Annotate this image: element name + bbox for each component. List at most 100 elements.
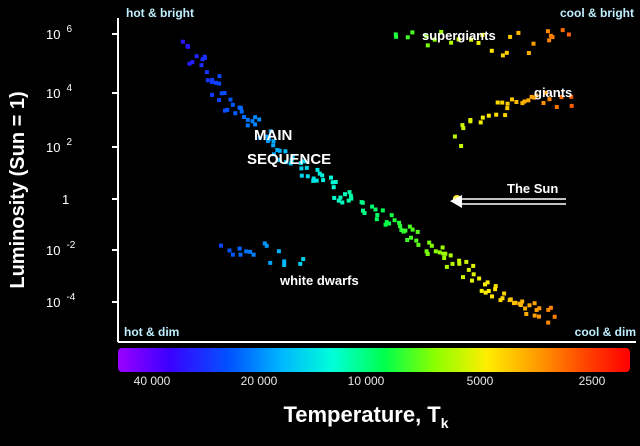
star-point-main-sequence: [398, 224, 403, 229]
star-point-white-dwarfs: [251, 252, 256, 257]
star-point-main-sequence: [479, 288, 484, 293]
star-point-main-sequence: [311, 178, 316, 183]
star-point-main-sequence: [265, 134, 270, 139]
y-tick-label: 10 2: [46, 137, 72, 155]
star-point-main-sequence: [257, 135, 262, 140]
star-point-supergiants: [560, 28, 565, 33]
star-point-main-sequence: [277, 148, 282, 153]
star-point-main-sequence: [298, 161, 303, 165]
star-point-main-sequence: [493, 287, 498, 292]
star-point-main-sequence: [336, 198, 341, 203]
star-point-main-sequence: [450, 261, 455, 266]
star-point-main-sequence: [257, 117, 262, 122]
star-point-main-sequence: [305, 174, 310, 179]
star-point-main-sequence: [205, 78, 210, 83]
star-point-main-sequence: [483, 290, 488, 295]
star-point-main-sequence: [194, 54, 199, 59]
star-point-main-sequence: [317, 171, 322, 176]
star-point-main-sequence: [410, 227, 415, 232]
star-point-main-sequence: [299, 166, 304, 171]
star-point-giants: [494, 112, 499, 117]
star-point-main-sequence: [380, 208, 385, 213]
star-points: [180, 28, 574, 325]
star-point-white-dwarfs: [276, 249, 281, 254]
star-point-main-sequence: [384, 220, 389, 225]
star-point-main-sequence: [311, 176, 316, 181]
star-point-giants: [529, 94, 534, 99]
star-point-main-sequence: [348, 193, 353, 198]
star-point-main-sequence: [470, 278, 474, 283]
star-point-white-dwarfs: [237, 246, 242, 251]
star-point-main-sequence: [190, 60, 195, 65]
star-point-supergiants: [432, 37, 437, 42]
star-point-main-sequence: [333, 180, 338, 184]
star-point-main-sequence: [304, 165, 309, 170]
star-point-main-sequence: [485, 280, 490, 285]
star-point-supergiants: [393, 32, 398, 37]
star-point-main-sequence: [370, 204, 375, 209]
star-point-main-sequence: [242, 115, 247, 119]
star-point-supergiants: [526, 51, 531, 55]
star-point-main-sequence: [513, 300, 518, 305]
star-point-main-sequence: [440, 245, 445, 250]
x-tick-label: 5000: [467, 374, 494, 388]
star-point-main-sequence: [442, 256, 447, 260]
star-point-main-sequence: [433, 249, 438, 254]
star-point-supergiants: [545, 29, 550, 34]
star-point-main-sequence: [185, 43, 190, 48]
star-point-main-sequence: [276, 158, 281, 162]
star-point-main-sequence: [299, 173, 304, 178]
star-point-main-sequence: [210, 77, 215, 82]
star-point-main-sequence: [397, 220, 402, 225]
star-point-giants: [486, 113, 491, 118]
star-point-main-sequence: [444, 264, 449, 269]
star-point-main-sequence: [228, 97, 233, 102]
star-point-supergiants: [449, 40, 454, 45]
star-point-main-sequence: [387, 221, 391, 226]
star-point-main-sequence: [245, 117, 250, 122]
star-point-main-sequence: [424, 249, 429, 254]
star-point-main-sequence: [338, 195, 343, 200]
star-point-supergiants: [405, 35, 410, 40]
star-point-main-sequence: [466, 267, 471, 272]
star-point-main-sequence: [271, 139, 276, 144]
star-point-main-sequence: [508, 297, 513, 302]
star-point-main-sequence: [332, 195, 337, 200]
star-point-main-sequence: [233, 111, 238, 116]
star-point-giants: [569, 94, 574, 99]
star-point-supergiants: [500, 53, 505, 58]
star-point-main-sequence: [457, 258, 462, 263]
star-point-main-sequence: [520, 299, 525, 304]
star-point-main-sequence: [461, 275, 465, 280]
star-point-main-sequence: [225, 107, 230, 112]
star-point-main-sequence: [315, 167, 320, 172]
annotation-main-line1: MAIN: [254, 127, 292, 144]
star-point-main-sequence: [217, 81, 222, 86]
corner-label-hot-bright: hot & bright: [126, 6, 194, 20]
star-point-main-sequence: [253, 122, 258, 127]
star-point-giants: [544, 90, 548, 95]
x-tick-label: 2500: [579, 374, 606, 388]
star-point-white-dwarfs: [282, 263, 287, 267]
star-point-main-sequence: [448, 253, 453, 258]
star-point-supergiants: [424, 34, 429, 39]
star-point-white-dwarfs: [219, 243, 223, 248]
star-point-main-sequence: [537, 314, 541, 319]
star-point-supergiants: [489, 48, 494, 53]
annotation-giants: giants: [534, 85, 572, 100]
star-point-main-sequence: [443, 251, 448, 256]
y-ticks: 10 6 10 4 10 2 1 10 -2 10 -4: [46, 24, 118, 310]
star-point-main-sequence: [375, 213, 380, 217]
star-point-supergiants: [516, 30, 521, 35]
star-point-giants: [459, 144, 464, 148]
star-point-main-sequence: [210, 92, 215, 97]
star-point-giants: [520, 101, 525, 106]
x-axis-title-subscript: k: [441, 415, 449, 431]
star-point-white-dwarfs: [262, 241, 267, 246]
star-point-main-sequence: [253, 115, 258, 120]
star-point-main-sequence: [330, 180, 335, 185]
star-point-giants: [532, 95, 536, 100]
corner-label-cool-dim: cool & dim: [575, 325, 636, 339]
x-tick-labels: 40 000 20 000 10 000 5000 2500: [134, 374, 606, 388]
star-point-supergiants: [504, 50, 509, 55]
